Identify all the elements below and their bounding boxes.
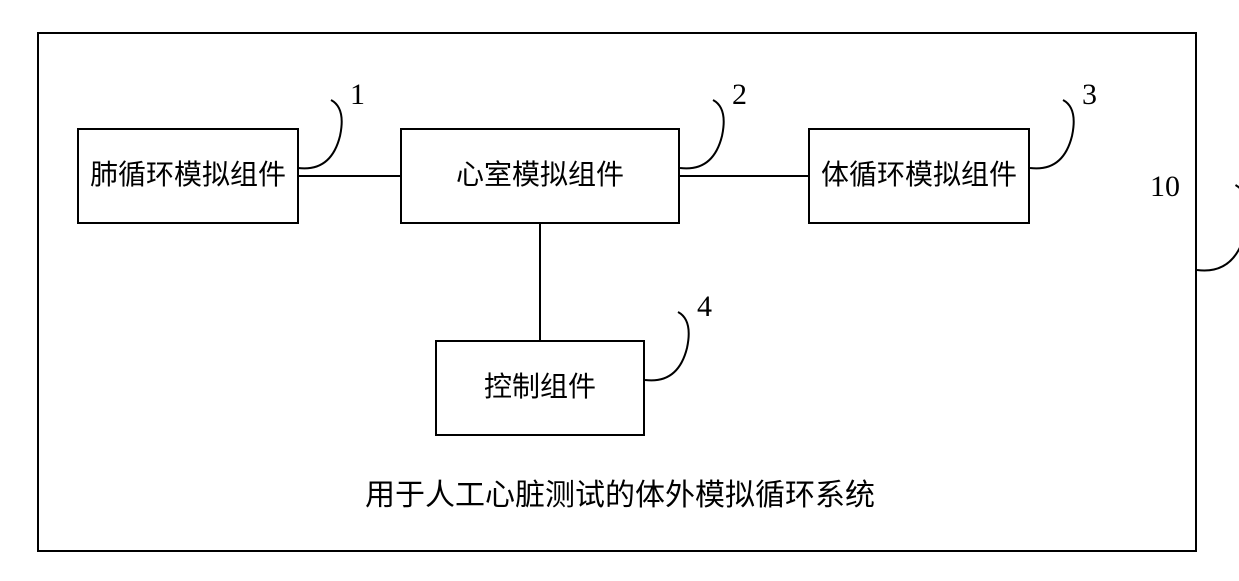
edge-n2-n4 (539, 224, 541, 340)
ref-arc-1 (298, 100, 358, 180)
ref-label-10: 10 (1150, 170, 1180, 204)
edge-n2-n3 (680, 175, 808, 177)
ref-arc-10 (1197, 185, 1239, 285)
ref-label-3: 3 (1082, 78, 1097, 112)
ref-arc-2 (680, 100, 740, 180)
node-ventricle-sim: 心室模拟组件 (400, 128, 680, 224)
node-pulmonary-sim: 肺循环模拟组件 (77, 128, 299, 224)
edge-n1-n2 (299, 175, 400, 177)
node-systemic-sim: 体循环模拟组件 (808, 128, 1030, 224)
diagram-canvas: 肺循环模拟组件 1 心室模拟组件 2 体循环模拟组件 3 控制组件 4 10 用… (0, 0, 1239, 581)
ref-label-4: 4 (697, 290, 712, 324)
node-label: 体循环模拟组件 (821, 158, 1017, 194)
ref-arc-3 (1030, 100, 1090, 180)
ref-label-2: 2 (732, 78, 747, 112)
node-label: 心室模拟组件 (456, 158, 624, 194)
node-control: 控制组件 (435, 340, 645, 436)
ref-label-1: 1 (350, 78, 365, 112)
node-label: 肺循环模拟组件 (90, 158, 286, 194)
diagram-caption: 用于人工心脏测试的体外模拟循环系统 (300, 470, 940, 514)
node-label: 控制组件 (484, 370, 596, 406)
ref-arc-4 (645, 312, 705, 392)
